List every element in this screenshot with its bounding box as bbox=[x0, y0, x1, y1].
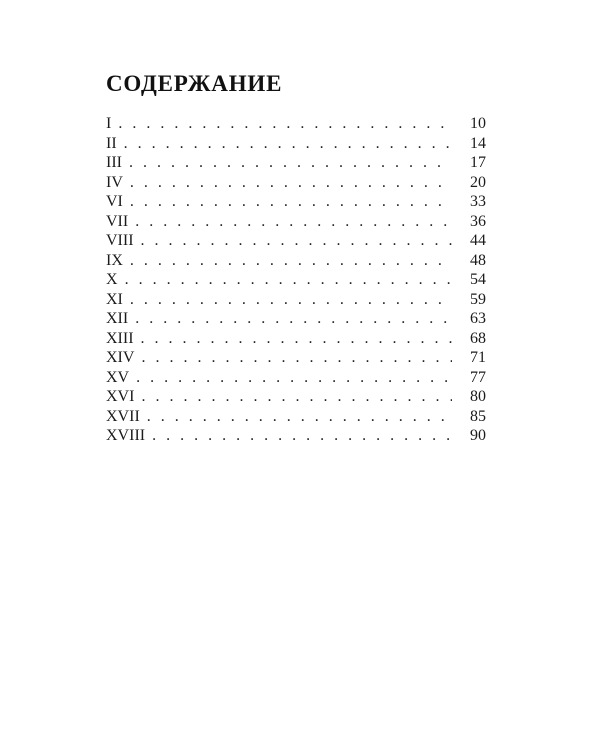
toc-entry-page: 85 bbox=[470, 407, 486, 425]
toc-list: I . . . . . . . . . . . . . . . . . . . … bbox=[106, 114, 486, 446]
toc-entry: XV . . . . . . . . . . . . . . . . . . .… bbox=[106, 368, 486, 388]
toc-entry-page: 33 bbox=[470, 193, 486, 210]
page-title: СОДЕРЖАНИЕ bbox=[106, 71, 283, 96]
toc-entry: XVI . . . . . . . . . . . . . . . . . . … bbox=[106, 387, 486, 407]
dot-leader: . . . . . . . . . . . . . . . . . . . . … bbox=[135, 310, 452, 327]
toc-entry-label: VI bbox=[106, 193, 123, 210]
toc-entry: XI . . . . . . . . . . . . . . . . . . .… bbox=[106, 290, 486, 310]
toc-entry-page: 20 bbox=[470, 173, 486, 191]
toc-entry-label: IX bbox=[106, 251, 123, 269]
toc-entry: X . . . . . . . . . . . . . . . . . . . … bbox=[106, 270, 486, 290]
toc-entry-page: 10 bbox=[470, 115, 486, 132]
dot-leader: . . . . . . . . . . . . . . . . . . . . … bbox=[124, 271, 452, 288]
toc-entry-page: 63 bbox=[470, 310, 486, 327]
toc-entry-page: 54 bbox=[470, 271, 486, 288]
toc-entry: IX . . . . . . . . . . . . . . . . . . .… bbox=[106, 251, 486, 271]
dot-leader: . . . . . . . . . . . . . . . . . . . . … bbox=[141, 388, 452, 405]
toc-entry: VIII . . . . . . . . . . . . . . . . . .… bbox=[106, 231, 486, 251]
dot-leader: . . . . . . . . . . . . . . . . . . . . … bbox=[129, 251, 452, 269]
toc-entry: III . . . . . . . . . . . . . . . . . . … bbox=[106, 153, 486, 173]
dot-leader: . . . . . . . . . . . . . . . . . . . . … bbox=[135, 212, 452, 230]
toc-entry-page: 68 bbox=[470, 329, 486, 347]
toc-entry: VI . . . . . . . . . . . . . . . . . . .… bbox=[106, 192, 486, 212]
toc-entry: I . . . . . . . . . . . . . . . . . . . … bbox=[106, 114, 486, 134]
toc-entry: XIV . . . . . . . . . . . . . . . . . . … bbox=[106, 348, 486, 368]
dot-leader: . . . . . . . . . . . . . . . . . . . . … bbox=[140, 232, 452, 249]
toc-entry-label: I bbox=[106, 115, 112, 132]
toc-entry-page: 44 bbox=[470, 232, 486, 249]
toc-entry-page: 77 bbox=[470, 368, 486, 386]
toc-entry: XIII . . . . . . . . . . . . . . . . . .… bbox=[106, 329, 486, 349]
toc-entry-label: XIV bbox=[106, 349, 135, 366]
toc-entry-label: VIII bbox=[106, 232, 134, 249]
dot-leader: . . . . . . . . . . . . . . . . . . . . … bbox=[128, 154, 452, 171]
toc-entry-label: X bbox=[106, 271, 118, 288]
dot-leader: . . . . . . . . . . . . . . . . . . . . … bbox=[129, 290, 452, 308]
toc-entry-page: 80 bbox=[470, 388, 486, 405]
toc-entry-label: IV bbox=[106, 173, 123, 191]
dot-leader: . . . . . . . . . . . . . . . . . . . . … bbox=[129, 193, 452, 210]
toc-entry: XVII . . . . . . . . . . . . . . . . . .… bbox=[106, 407, 486, 427]
toc-entry-page: 59 bbox=[470, 290, 486, 308]
toc-entry: II . . . . . . . . . . . . . . . . . . .… bbox=[106, 134, 486, 154]
dot-leader: . . . . . . . . . . . . . . . . . . . . … bbox=[129, 173, 452, 191]
toc-entry-label: XIII bbox=[106, 329, 134, 347]
toc-entry: VII . . . . . . . . . . . . . . . . . . … bbox=[106, 212, 486, 232]
toc-entry: XVIII . . . . . . . . . . . . . . . . . … bbox=[106, 426, 486, 446]
toc-entry-page: 36 bbox=[470, 212, 486, 230]
dot-leader: . . . . . . . . . . . . . . . . . . . . … bbox=[136, 368, 452, 386]
toc-entry: IV . . . . . . . . . . . . . . . . . . .… bbox=[106, 173, 486, 193]
toc-entry-label: XV bbox=[106, 368, 130, 386]
dot-leader: . . . . . . . . . . . . . . . . . . . . … bbox=[140, 329, 452, 347]
toc-entry-page: 48 bbox=[470, 251, 486, 269]
toc-entry-page: 71 bbox=[470, 349, 486, 366]
toc-entry: XII . . . . . . . . . . . . . . . . . . … bbox=[106, 309, 486, 329]
toc-entry-label: II bbox=[106, 134, 117, 152]
toc-entry-page: 17 bbox=[470, 154, 486, 171]
dot-leader: . . . . . . . . . . . . . . . . . . . . … bbox=[123, 134, 452, 152]
toc-entry-label: XVIII bbox=[106, 427, 146, 444]
toc-entry-label: XII bbox=[106, 310, 129, 327]
toc-entry-page: 90 bbox=[470, 427, 486, 444]
dot-leader: . . . . . . . . . . . . . . . . . . . . … bbox=[146, 407, 452, 425]
toc-entry-label: III bbox=[106, 154, 122, 171]
toc-entry-label: XVII bbox=[106, 407, 140, 425]
toc-content: СОДЕРЖАНИЕ I . . . . . . . . . . . . . .… bbox=[106, 70, 486, 446]
toc-entry-page: 14 bbox=[470, 134, 486, 152]
toc-entry-label: XI bbox=[106, 290, 123, 308]
toc-entry-label: XVI bbox=[106, 388, 135, 405]
toc-entry-label: VII bbox=[106, 212, 129, 230]
dot-leader: . . . . . . . . . . . . . . . . . . . . … bbox=[152, 427, 452, 444]
dot-leader: . . . . . . . . . . . . . . . . . . . . … bbox=[141, 349, 452, 366]
dot-leader: . . . . . . . . . . . . . . . . . . . . … bbox=[118, 115, 452, 132]
